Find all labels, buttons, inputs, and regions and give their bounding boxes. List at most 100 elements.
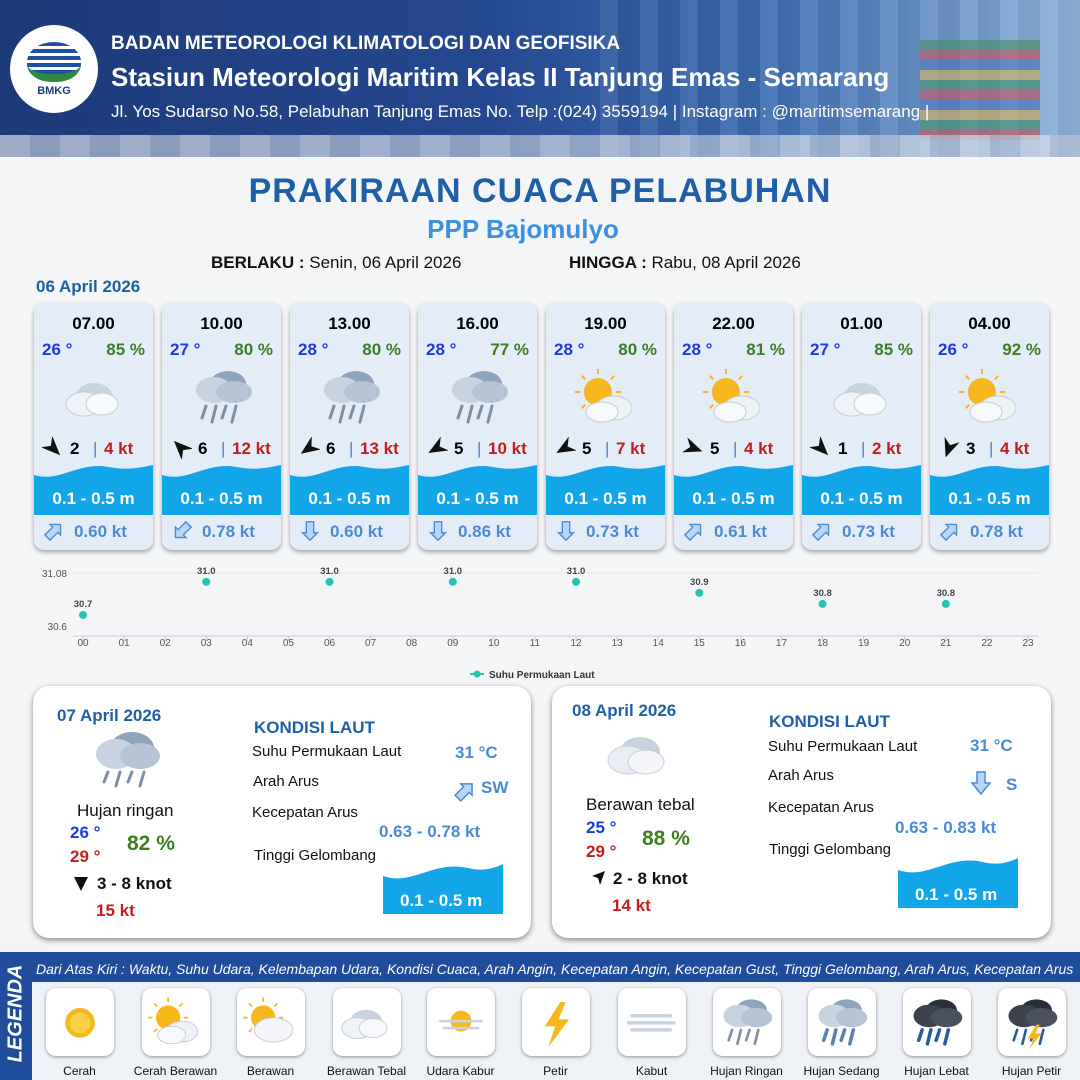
day2-dir-label: Arah Arus (253, 773, 319, 790)
chart-legend-marker (473, 670, 481, 678)
day3-wave-value: 0.1 - 0.5 m (915, 885, 998, 904)
card-current-speed: 0.73 kt (842, 522, 895, 541)
hujan-petir-icon (1007, 999, 1057, 1050)
card-current-speed: 0.61 kt (714, 522, 767, 541)
legend-item-label: Hujan Ringan (710, 1064, 783, 1078)
card-temperature: 26 ° (42, 340, 73, 359)
wind-direction-icon (556, 437, 576, 453)
card-humidity: 80 % (618, 340, 657, 359)
card-time: 07.00 (72, 314, 115, 333)
current-direction-icon (683, 523, 702, 542)
card-wind-speed: 3 (966, 439, 976, 458)
card-current-speed: 0.86 kt (458, 522, 511, 541)
card-temperature: 26 ° (938, 340, 969, 359)
chart-point (818, 599, 827, 608)
page-subtitle: PPP Bajomulyo (427, 214, 619, 244)
card-current-speed: 0.78 kt (202, 522, 255, 541)
station-address: Jl. Yos Sudarso No.58, Pelabuhan Tanjung… (111, 102, 930, 121)
chart-x-tick: 23 (1022, 638, 1034, 649)
day2-speed-label: Kecepatan Arus (252, 804, 358, 821)
legend-item-label: Petir (543, 1064, 568, 1078)
chart-point (572, 577, 581, 586)
card-time: 13.00 (328, 314, 371, 333)
chart-x-tick: 18 (817, 638, 829, 649)
legend-icon-box (902, 988, 971, 1056)
hujan-ringan-icon (324, 371, 380, 424)
forecast-card: 19.00 28 ° 80 % 5 | 7 kt 0.1 - 0.5 m 0.7… (546, 303, 665, 550)
cerah-icon (64, 1008, 95, 1038)
wind-direction-icon (173, 440, 192, 459)
legend-item-label: Hujan Lebat (904, 1064, 969, 1078)
legend-icon-box (521, 988, 590, 1056)
legend-items: Cerah Cerah Berawan Berawan Berawan Teba… (32, 982, 1080, 1080)
card-gust: 10 kt (488, 439, 527, 458)
chart-x-tick: 01 (119, 638, 131, 649)
legend-item-label: Cerah Berawan (133, 1064, 218, 1078)
chart-point (448, 577, 457, 586)
card-gust: 13 kt (360, 439, 399, 458)
header-floor-art (0, 135, 1080, 157)
card-separator: | (605, 439, 610, 458)
chart-x-tick: 02 (160, 638, 172, 649)
day3-current-arrow-icon (970, 771, 992, 796)
legend-title-box: LEGENDA (0, 952, 32, 1080)
card-gust: 4 kt (744, 439, 774, 458)
legend-icon-box (712, 988, 781, 1056)
card-wave-height: 0.1 - 0.5 m (820, 489, 903, 508)
current-direction-icon (939, 523, 958, 542)
forecast-card: 22.00 28 ° 81 % 5 | 4 kt 0.1 - 0.5 m 0.6… (674, 303, 793, 550)
card-wind-speed: 5 (710, 439, 720, 458)
card-separator: | (861, 439, 866, 458)
card-temperature: 28 ° (298, 340, 329, 359)
chart-x-tick: 09 (447, 638, 459, 649)
day3-wave-label: Tinggi Gelombang (769, 841, 892, 858)
kabut-icon (626, 1014, 676, 1032)
cerah-berawan-icon (703, 369, 761, 423)
wave-icon (290, 465, 409, 515)
day3-sst-value: 31 °C (970, 736, 1013, 755)
day3-speed-value: 0.63 - 0.83 kt (895, 818, 997, 837)
chart-x-tick: 07 (365, 638, 377, 649)
day3-wave-icon (898, 858, 1018, 908)
card-temperature: 28 ° (554, 340, 585, 359)
card-gust: 4 kt (104, 439, 134, 458)
card-wave-height: 0.1 - 0.5 m (308, 489, 391, 508)
hujan-ringan-icon (196, 371, 252, 424)
card-separator: | (733, 439, 738, 458)
chart-data-label: 30.8 (937, 588, 956, 599)
hujan-sedang-icon (817, 999, 867, 1046)
udara-kabur-icon (438, 1010, 483, 1032)
day2-gust: 15 kt (96, 901, 135, 920)
card-humidity: 80 % (362, 340, 401, 359)
day2-wave-label: Tinggi Gelombang (254, 847, 377, 864)
legend-icon-box (617, 988, 686, 1056)
day2-temp-max: 29 ° (70, 847, 101, 866)
legend-item: Hujan Lebat (889, 988, 984, 1078)
day3-sst-label: Suhu Permukaan Laut (768, 738, 918, 755)
legend: LEGENDA Dari Atas Kiri : Waktu, Suhu Uda… (0, 952, 1080, 1080)
day2-current-arrow-icon (454, 783, 473, 802)
legend-item: Hujan Sedang (794, 988, 889, 1078)
day2-date: 07 April 2026 (57, 706, 162, 725)
day3-condition: Berawan tebal (586, 795, 695, 814)
current-direction-icon (811, 523, 830, 542)
chart-x-tick: 22 (981, 638, 993, 649)
card-temperature: 27 ° (810, 340, 841, 359)
current-direction-icon (428, 521, 448, 542)
forecast-card: 07.00 26 ° 85 % 2 | 4 kt 0.1 - 0.5 m 0.6… (34, 303, 153, 550)
day3-date: 08 April 2026 (572, 701, 677, 720)
day2-humidity: 82 % (127, 832, 175, 855)
chart-x-tick: 17 (776, 638, 788, 649)
card-separator: | (477, 439, 482, 458)
day1-date: 06 April 2026 (36, 277, 141, 296)
chart-x-tick: 05 (283, 638, 295, 649)
legend-item: Hujan Ringan (699, 988, 794, 1078)
wind-direction-icon (42, 437, 61, 456)
wave-icon (162, 465, 281, 515)
card-time: 04.00 (968, 314, 1011, 333)
card-gust: 4 kt (1000, 439, 1030, 458)
hujan-lebat-icon (912, 999, 962, 1046)
card-humidity: 77 % (490, 340, 529, 359)
card-gust: 12 kt (232, 439, 271, 458)
day3-humidity: 88 % (642, 827, 690, 850)
